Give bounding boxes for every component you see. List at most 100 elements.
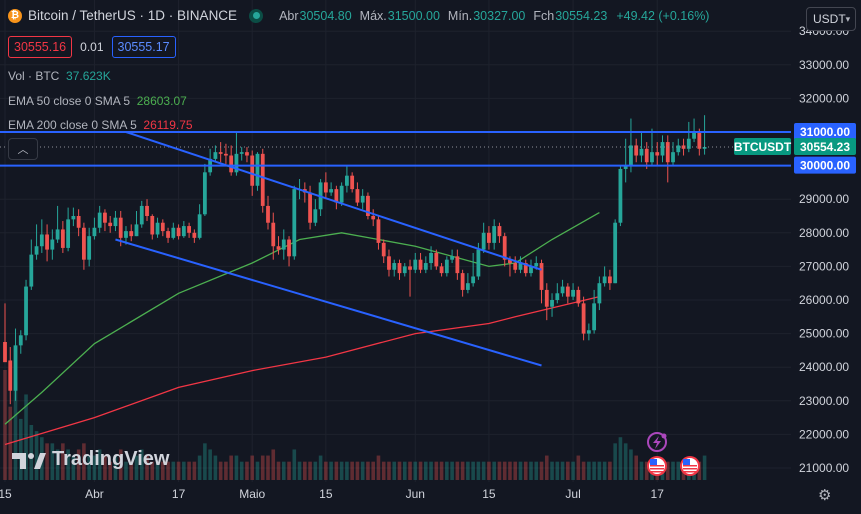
- volume-bar: [29, 425, 34, 480]
- candle-body: [439, 266, 444, 274]
- candle-body: [345, 175, 349, 186]
- symbol-title[interactable]: Bitcoin / TetherUS · 1D · BINANCE: [28, 8, 238, 23]
- candle: [155, 217, 160, 238]
- candle: [513, 256, 518, 274]
- time-tick-label: 15: [482, 487, 496, 501]
- candle-body: [665, 142, 670, 163]
- candle: [71, 207, 76, 227]
- candle-body: [650, 152, 654, 163]
- us-flag-event-icon-2-stripe: [683, 465, 697, 467]
- candle: [460, 269, 465, 297]
- level-30000-label-bg: [794, 156, 856, 174]
- volume-bar: [492, 461, 496, 480]
- candle: [471, 252, 476, 287]
- candle-body: [608, 276, 612, 284]
- candle: [376, 216, 381, 250]
- symbol-label-text: BTCUSDT: [734, 140, 792, 154]
- currency-selector[interactable]: USDT ▾: [806, 7, 856, 31]
- volume-bar: [455, 461, 460, 480]
- buy-button[interactable]: 30555.17: [111, 36, 176, 58]
- candle: [76, 209, 81, 237]
- candle-body: [292, 189, 297, 257]
- candle-body: [676, 145, 681, 153]
- candle: [387, 249, 391, 277]
- candle: [181, 221, 186, 238]
- candle-body: [39, 234, 44, 247]
- volume-histogram: [3, 370, 707, 480]
- candle: [423, 256, 428, 274]
- candle: [629, 118, 633, 173]
- candle-body: [255, 153, 260, 186]
- sell-button[interactable]: 30555.16: [8, 36, 73, 58]
- candle: [550, 293, 554, 317]
- candle-body: [702, 146, 707, 149]
- tradingview-logo: TradingView: [12, 448, 169, 471]
- volume-bar: [50, 443, 55, 480]
- volume-bar: [555, 461, 560, 480]
- price-tick-label: 28000.00: [799, 226, 849, 240]
- volume-legend[interactable]: Vol · BTC 37.623K: [8, 69, 111, 83]
- time-tick-label: 17: [651, 487, 665, 501]
- candle: [187, 222, 191, 238]
- volume-bar: [639, 461, 644, 480]
- candle-body: [671, 152, 675, 163]
- ema200-legend[interactable]: EMA 200 close 0 SMA 5 26119.75: [8, 118, 193, 132]
- candle-body: [392, 263, 397, 270]
- price-axis[interactable]: 34000.0033000.0032000.0031000.0030000.00…: [791, 0, 861, 514]
- volume-bar: [176, 461, 181, 480]
- volume-bar: [276, 461, 281, 480]
- candle: [418, 252, 423, 274]
- candle: [171, 222, 176, 240]
- volume-bar: [339, 461, 344, 480]
- candle-body: [276, 246, 281, 250]
- volume-bar: [255, 461, 260, 480]
- candlestick-series[interactable]: [3, 115, 707, 405]
- candle: [60, 221, 65, 253]
- volume-bar: [329, 461, 333, 480]
- candle-body: [18, 335, 23, 346]
- candle: [350, 172, 355, 193]
- candle: [560, 279, 565, 297]
- channel-line: [115, 238, 542, 367]
- candle: [334, 185, 339, 210]
- candle-body: [450, 256, 454, 260]
- price-tick-label: 25000.00: [799, 327, 849, 341]
- ema50-legend[interactable]: EMA 50 close 0 SMA 5 28603.07: [8, 94, 187, 108]
- candle: [176, 224, 181, 240]
- volume-bar: [445, 461, 449, 480]
- collapse-legend-button[interactable]: ︿: [8, 138, 38, 160]
- candle: [497, 222, 502, 243]
- drawings[interactable]: [0, 131, 791, 367]
- volume-bar: [345, 461, 349, 480]
- events[interactable]: [647, 432, 700, 476]
- volume-bar: [460, 461, 465, 480]
- candle-body: [60, 229, 65, 248]
- candle-body: [145, 205, 149, 216]
- volume-bar: [387, 461, 391, 480]
- candle-body: [250, 155, 255, 186]
- candle: [166, 227, 170, 243]
- candle-body: [308, 192, 312, 223]
- candle: [255, 152, 260, 191]
- gear-icon[interactable]: ⚙: [818, 487, 832, 504]
- candle: [87, 227, 92, 267]
- volume-bar: [360, 461, 365, 480]
- chevron-down-icon: ▾: [845, 13, 851, 24]
- candle-body: [103, 212, 107, 223]
- volume-bar: [281, 461, 286, 480]
- market-status-icon[interactable]: [249, 8, 264, 23]
- candle-body: [697, 132, 702, 149]
- candle-body: [481, 232, 486, 250]
- volume-bar: [350, 461, 354, 480]
- last-price-label: 30554.23: [794, 137, 856, 155]
- candle: [345, 165, 349, 193]
- volume-bar: [376, 455, 381, 480]
- price-tick-label: 24000.00: [799, 360, 849, 374]
- candle: [465, 273, 470, 294]
- candle-body: [124, 231, 128, 238]
- candle-body: [618, 168, 623, 223]
- candle-body: [476, 249, 481, 277]
- time-axis[interactable]: 15 Abr 17 Maio 15 Jun 15 Jul 17: [0, 482, 861, 514]
- time-tick-label: 15: [0, 487, 12, 501]
